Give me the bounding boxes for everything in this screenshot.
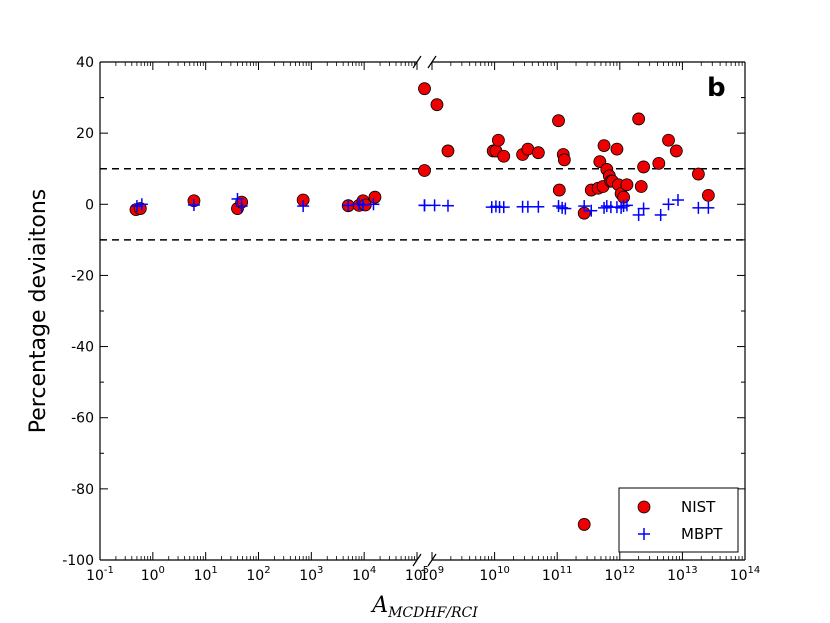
- mbpt-point-36: [662, 198, 675, 211]
- mbpt-point-20: [532, 200, 545, 213]
- mbpt-point-37: [671, 194, 684, 207]
- nist-point-17: [491, 133, 505, 147]
- mbpt-point-4: [235, 200, 248, 213]
- x-tick-label: 102: [246, 565, 270, 584]
- mbpt-point-33: [632, 208, 645, 221]
- x-tick-label: 1013: [667, 565, 698, 584]
- mbpt-point-6: [342, 199, 355, 212]
- y-tick-label: -40: [71, 340, 94, 356]
- nist-point-47: [691, 167, 705, 181]
- y-axis-label: Percentage deviaitons: [26, 189, 51, 433]
- x-tick-label: 109: [420, 565, 444, 584]
- x-axis-label-subscript: MCDHF/RCI: [387, 605, 478, 621]
- x-tick-label: 1014: [730, 565, 761, 584]
- mbpt-point-35: [654, 208, 667, 221]
- nist-point-31: [597, 139, 611, 152]
- mbpt-point-12: [428, 199, 441, 212]
- mbpt-point-11: [418, 199, 431, 212]
- nist-point-41: [632, 112, 646, 126]
- nist-point-43: [637, 160, 651, 174]
- mbpt-point-2: [187, 198, 200, 211]
- mbpt-point-0: [130, 200, 143, 213]
- legend-marker-mbpt: [638, 528, 650, 540]
- mbpt-point-9: [367, 198, 380, 211]
- mbpt-point-17: [497, 201, 510, 214]
- mbpt-point-39: [702, 201, 715, 214]
- legend-label-nist: NIST: [681, 498, 716, 516]
- nist-point-14: [441, 144, 455, 158]
- x-axis-label-base: A: [370, 593, 388, 618]
- mbpt-point-1: [135, 198, 148, 211]
- x-tick-label: 105: [405, 565, 429, 584]
- mbpt-point-13: [441, 199, 454, 212]
- nist-point-49: [577, 518, 591, 531]
- legend-box: [618, 487, 739, 553]
- x-tick-label: 104: [352, 565, 376, 584]
- panel-label: b: [707, 73, 726, 103]
- y-tick-label: 20: [76, 126, 94, 142]
- mbpt-point-23: [559, 202, 572, 215]
- nist-point-36: [610, 142, 624, 156]
- y-tick-label: -60: [71, 411, 94, 427]
- mbpt-point-3: [231, 192, 244, 205]
- nist-point-10: [368, 190, 382, 204]
- y-tick-label: -20: [71, 268, 94, 284]
- legend-label-mbpt: MBPT: [681, 525, 723, 543]
- nist-point-11: [418, 82, 431, 96]
- mbpt-point-5: [297, 200, 310, 213]
- y-tick-label: -100: [62, 553, 94, 569]
- nist-point-42: [634, 180, 648, 193]
- mbpt-point-8: [356, 198, 369, 211]
- x-tick-label: 103: [299, 565, 323, 584]
- legend-marker-nist: [637, 500, 651, 514]
- nist-point-40: [620, 178, 634, 192]
- nist-point-48: [701, 188, 715, 202]
- nist-point-44: [652, 156, 666, 170]
- mbpt-point-25: [585, 204, 598, 217]
- nist-point-23: [552, 183, 566, 197]
- mbpt-point-24: [578, 200, 591, 213]
- nist-point-18: [497, 149, 511, 163]
- y-tick-label: -80: [71, 482, 94, 498]
- x-tick-label: 1012: [605, 565, 636, 584]
- nist-point-13: [430, 98, 444, 112]
- x-tick-label: 100: [141, 565, 165, 584]
- mbpt-point-32: [620, 199, 633, 212]
- x-tick-label: 101: [194, 565, 218, 584]
- nist-point-45: [662, 133, 675, 147]
- nist-point-12: [418, 164, 431, 177]
- nist-point-22: [552, 114, 565, 128]
- y-tick-label: 0: [85, 197, 94, 213]
- nist-point-25: [557, 153, 571, 167]
- x-tick-label: 1010: [479, 565, 510, 584]
- y-tick-label: 40: [76, 55, 94, 71]
- mbpt-point-34: [637, 202, 650, 215]
- nist-point-46: [669, 144, 683, 158]
- mbpt-point-30: [615, 201, 628, 214]
- nist-point-21: [531, 146, 545, 160]
- x-axis-label: AMCDHF/RCI: [370, 593, 478, 621]
- mbpt-point-19: [521, 200, 534, 213]
- x-tick-label: 10-1: [86, 565, 114, 584]
- x-tick-label: 1011: [542, 565, 573, 584]
